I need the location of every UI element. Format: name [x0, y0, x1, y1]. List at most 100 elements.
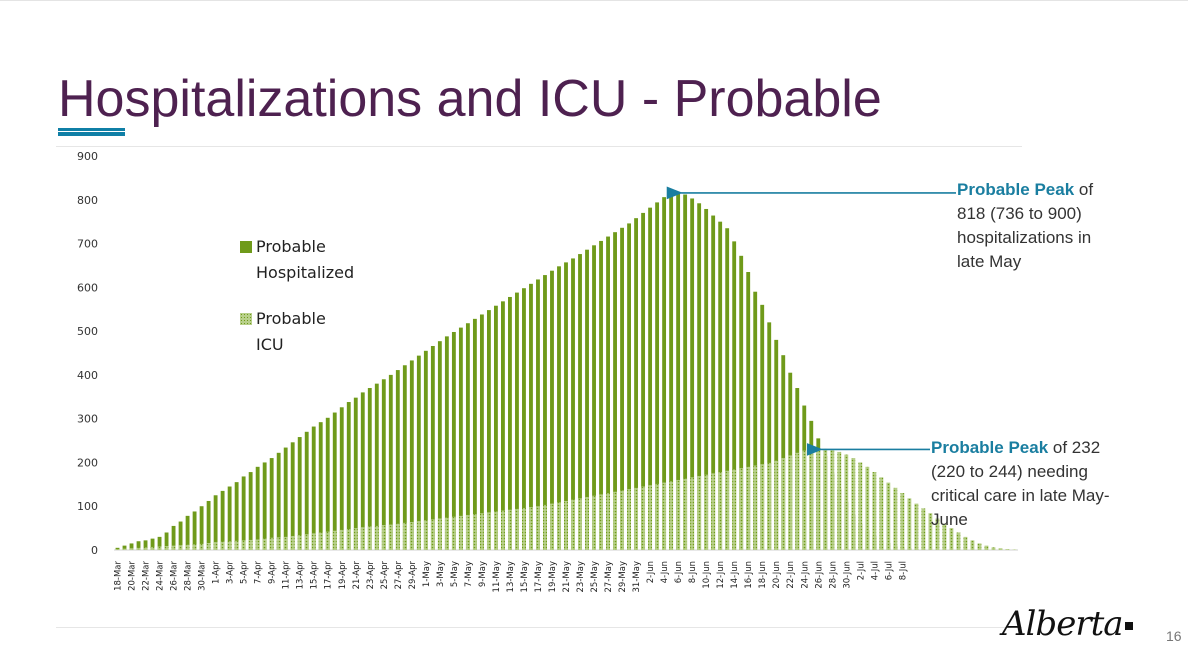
- bar-icu: [725, 470, 730, 550]
- x-tick-label: 18-Jun: [758, 561, 768, 589]
- bar-icu: [655, 483, 660, 550]
- bar-hospitalized: [669, 193, 674, 550]
- top-rule: [0, 0, 1188, 1]
- x-tick-label: 18-Mar: [114, 560, 124, 590]
- bar-icu: [290, 535, 295, 550]
- bar-icu: [984, 545, 989, 550]
- annotation-text: of 818 (736 to 900) hospitalizations in …: [957, 180, 1094, 271]
- bar-hospitalized: [311, 426, 316, 550]
- bar-hospitalized: [388, 374, 393, 550]
- x-tick-label: 25-Apr: [380, 560, 390, 589]
- bar-icu: [493, 511, 498, 550]
- bar-icu: [255, 539, 260, 550]
- bar-icu: [472, 514, 477, 550]
- bar-icu: [795, 452, 800, 550]
- x-tick-label: 21-May: [562, 561, 572, 592]
- bar-icu: [115, 549, 120, 550]
- bar-icu: [550, 503, 554, 550]
- bar-icu: [816, 448, 821, 550]
- bar-hospitalized: [122, 545, 127, 550]
- x-tick-label: 31-May: [632, 561, 642, 592]
- bar-icu: [206, 542, 211, 550]
- bar-icu: [753, 465, 758, 550]
- x-tick-label: 17-May: [534, 561, 544, 592]
- x-tick-label: 5-May: [450, 561, 460, 587]
- legend-item-hospitalized: Probable Hospitalized: [240, 234, 386, 286]
- bar-icu: [893, 487, 898, 550]
- bar-hospitalized: [262, 462, 267, 550]
- bar-icu: [676, 479, 681, 550]
- x-tick-label: 12-Jun: [716, 561, 726, 589]
- bar-icu: [213, 542, 218, 550]
- bar-icu: [634, 487, 639, 550]
- bar-icu: [444, 517, 449, 550]
- page-title: Hospitalizations and ICU - Probable: [58, 70, 882, 128]
- bar-hospitalized: [711, 215, 716, 550]
- bar-icu: [220, 541, 225, 550]
- bar-hospitalized: [416, 355, 421, 550]
- y-tick-label: 100: [77, 500, 98, 513]
- bar-hospitalized: [339, 407, 344, 550]
- x-tick-label: 24-Mar: [156, 560, 166, 590]
- bar-icu: [690, 477, 695, 550]
- x-tick-label: 29-Apr: [408, 560, 418, 589]
- bar-hospitalized: [725, 228, 730, 550]
- bar-icu: [774, 460, 779, 550]
- bar-hospitalized: [543, 275, 547, 550]
- x-tick-label: 20-Jun: [772, 561, 782, 589]
- bar-hospitalized: [255, 466, 260, 550]
- y-tick-label: 300: [77, 413, 98, 426]
- x-tick-label: 23-Apr: [366, 560, 376, 589]
- hospitalization-chart: 0 100 200 300 400 500 600 700 800 900 18-Mar 20-Mar…: [77, 150, 1018, 592]
- bar-icu: [627, 489, 631, 550]
- bar-icu: [746, 466, 751, 550]
- bar-icu: [269, 537, 274, 550]
- annotation-icu-peak: Probable Peak of 232 (220 to 244) needin…: [931, 436, 1131, 532]
- bar-icu: [332, 530, 337, 550]
- logo-mark-icon: [1124, 622, 1133, 630]
- bar-icu: [557, 502, 561, 550]
- bar-icu: [697, 476, 702, 550]
- bar-icu: [430, 519, 435, 550]
- bar-icu: [395, 523, 400, 550]
- bar-hospitalized: [508, 296, 512, 550]
- bar-hospitalized: [451, 331, 456, 550]
- bar-hospitalized: [444, 336, 449, 550]
- bar-icu: [409, 521, 414, 550]
- bar-hospitalized: [360, 392, 365, 550]
- bar-icu: [641, 486, 646, 550]
- bar-hospitalized: [269, 458, 274, 550]
- bar-icu: [683, 478, 688, 550]
- bar-hospitalized: [578, 254, 582, 550]
- x-tick-label: 28-Jun: [828, 561, 838, 589]
- bar-hospitalized: [501, 301, 505, 550]
- bar-hospitalized: [550, 270, 554, 550]
- bar-hospitalized: [662, 197, 667, 550]
- bar-hospitalized: [753, 291, 758, 550]
- bar-icu: [479, 513, 484, 550]
- bar-hospitalized: [199, 506, 204, 550]
- legend-swatch-icu: [240, 313, 252, 325]
- bar-icu: [522, 507, 526, 550]
- bar-icu: [164, 546, 169, 550]
- y-tick-label: 700: [77, 238, 98, 251]
- bar-hospitalized: [381, 379, 386, 550]
- y-tick-label: 600: [77, 281, 98, 294]
- x-tick-label: 9-May: [478, 561, 488, 587]
- bar-hospitalized: [571, 258, 575, 550]
- x-tick-label: 11-May: [492, 561, 502, 592]
- bar-hospitalized: [641, 212, 646, 550]
- bar-hospitalized: [522, 288, 526, 550]
- bar-icu: [970, 540, 975, 550]
- bar-icu: [613, 491, 617, 550]
- logo-text: Alberta: [1002, 604, 1123, 644]
- bar-hospitalized: [486, 310, 491, 550]
- x-tick-label: 19-Apr: [338, 560, 348, 589]
- bar-icu: [283, 536, 288, 550]
- bar-icu: [767, 462, 772, 550]
- bar-icu: [620, 490, 624, 550]
- x-tick-label: 28-Mar: [184, 560, 194, 590]
- bar-icu: [991, 547, 996, 550]
- x-tick-label: 8-Jun: [688, 561, 698, 583]
- bar-hospitalized: [458, 327, 463, 550]
